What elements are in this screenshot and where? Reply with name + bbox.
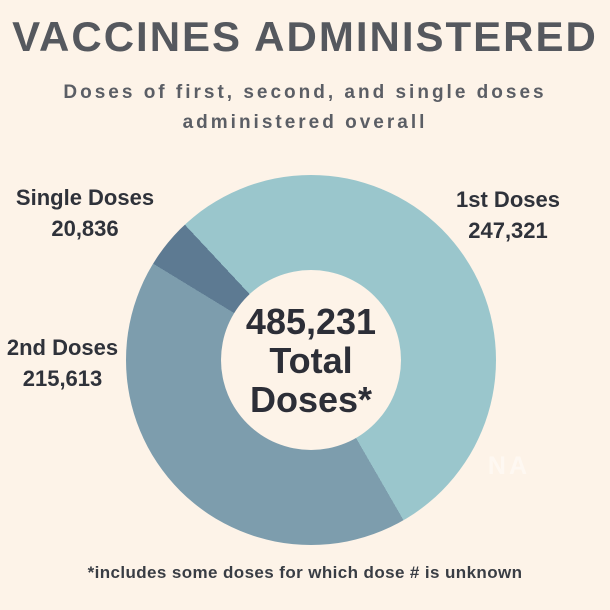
page-title: VACCINES ADMINISTERED [12,13,598,60]
watermark: NA [487,452,530,480]
segment-name: Single Doses [15,185,155,210]
segment-name: 2nd Doses [6,335,119,360]
segment-label-2nd-doses: 2nd Doses 215,613 [0,332,125,394]
segment-label-single-doses: Single Doses 20,836 [5,182,165,244]
total-doses-label: 485,231 Total Doses* [246,302,376,419]
footnote: *includes some doses for which dose # is… [87,563,523,582]
total-word-2: Doses* [249,378,373,420]
subtitle-line-1: Doses of first, second, and single doses [63,82,547,103]
donut-hole: 485,231 Total Doses* [221,270,401,450]
segment-label-1st-doses: 1st Doses 247,321 [418,184,598,246]
donut-chart: 485,231 Total Doses* [126,175,496,545]
segment-value: 247,321 [468,218,548,243]
page-subtitle: Doses of first, second, and single doses… [0,78,610,138]
total-word-1: Total [269,339,353,381]
segment-value: 20,836 [51,216,119,241]
segment-name: 1st Doses [456,187,560,212]
segment-value: 215,613 [22,366,103,391]
subtitle-line-2: administered overall [182,112,428,133]
total-value: 485,231 [245,300,377,342]
